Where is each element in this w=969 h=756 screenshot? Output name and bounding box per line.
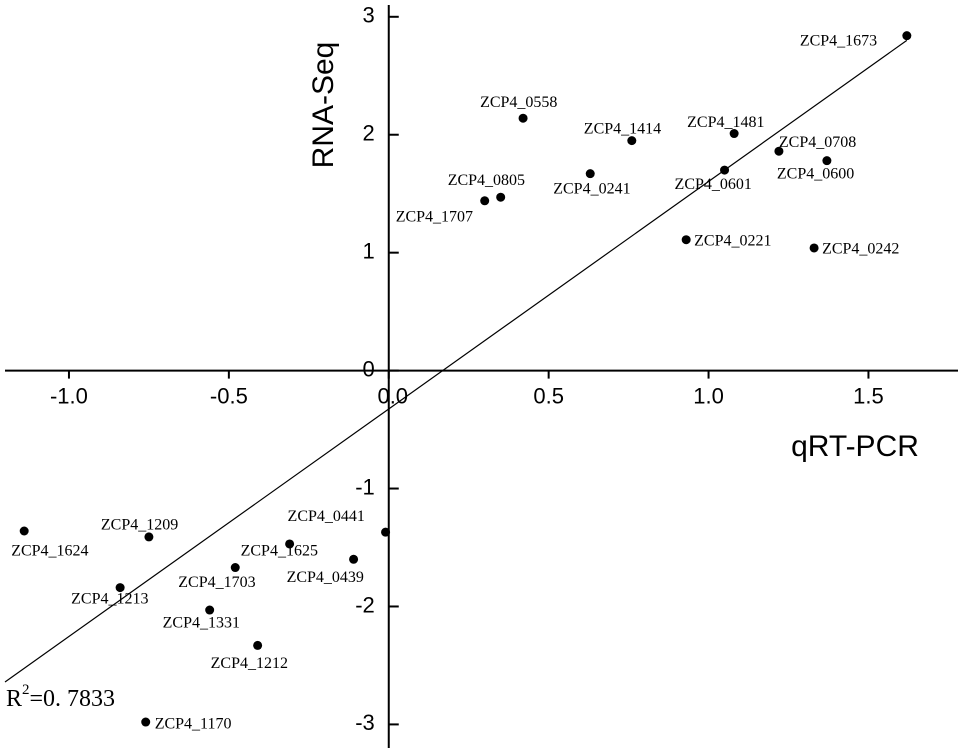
x-tick-label: 1.0	[693, 383, 724, 408]
point	[496, 192, 506, 202]
x-tick-label: -1.0	[50, 383, 88, 408]
point	[115, 583, 125, 593]
y-tick-label: -1	[355, 474, 375, 499]
point-label: ZCP4_1673	[800, 32, 877, 49]
y-tick-label: 0	[363, 356, 375, 381]
point	[253, 640, 263, 650]
y-tick-label: 3	[363, 3, 375, 28]
y-tick-label: 2	[363, 121, 375, 146]
x-tick-label: 0.0	[377, 383, 408, 408]
point-label: ZCP4_1481	[687, 114, 764, 131]
y-tick-label: -3	[355, 710, 375, 735]
point	[230, 563, 240, 573]
point-label: ZCP4_0241	[553, 180, 630, 197]
point-label: ZCP4_1170	[155, 716, 232, 733]
point-label: ZCP4_1213	[71, 590, 148, 607]
point	[774, 146, 784, 156]
r-squared-text: =0. 7833	[30, 686, 116, 712]
point-label: ZCP4_1624	[11, 543, 88, 560]
point-label: ZCP4_1212	[211, 655, 288, 672]
fit-line	[4, 39, 908, 683]
point-label: ZCP4_0805	[448, 172, 525, 189]
point-label: ZCP4_0601	[675, 176, 752, 193]
point	[627, 136, 637, 146]
y-tick-label: -2	[355, 592, 375, 617]
point	[681, 235, 691, 245]
point-label: ZCP4_0441	[288, 508, 365, 525]
point	[381, 527, 391, 537]
y-axis-title: RNA-Seq	[307, 42, 340, 169]
point-label: ZCP4_0600	[777, 165, 854, 182]
point-label: ZCP4_1414	[584, 120, 661, 137]
point	[141, 717, 151, 727]
x-axis-title: qRT-PCR	[791, 430, 919, 463]
point	[144, 532, 154, 542]
point-label: ZCP4_0708	[779, 134, 856, 151]
x-tick-label: 0.5	[533, 383, 564, 408]
point	[349, 554, 359, 564]
point-label: ZCP4_1707	[396, 208, 473, 225]
point-label: ZCP4_1209	[101, 517, 178, 534]
point	[205, 605, 215, 615]
x-tick-label: -0.5	[210, 383, 248, 408]
r-squared-base: R	[6, 686, 22, 712]
point	[285, 539, 295, 549]
point-label: ZCP4_1331	[163, 615, 240, 632]
point	[809, 243, 819, 253]
point	[518, 113, 528, 123]
x-tick-label: 1.5	[853, 383, 884, 408]
point	[720, 165, 730, 175]
point	[822, 156, 832, 166]
point	[729, 129, 739, 139]
y-tick-label: 1	[363, 238, 375, 263]
r-squared: R2=0. 7833	[6, 682, 115, 711]
point-label: ZCP4_1625	[241, 543, 318, 560]
point	[585, 169, 595, 179]
point-label: ZCP4_0439	[287, 569, 364, 586]
point-label: ZCP4_1703	[178, 574, 255, 591]
point	[19, 526, 29, 536]
point-label: ZCP4_0221	[694, 232, 771, 249]
r-squared-power: 2	[22, 682, 30, 698]
point	[902, 31, 912, 41]
point-label: ZCP4_0242	[822, 241, 899, 258]
point	[480, 196, 490, 206]
point-label: ZCP4_0558	[480, 94, 557, 111]
